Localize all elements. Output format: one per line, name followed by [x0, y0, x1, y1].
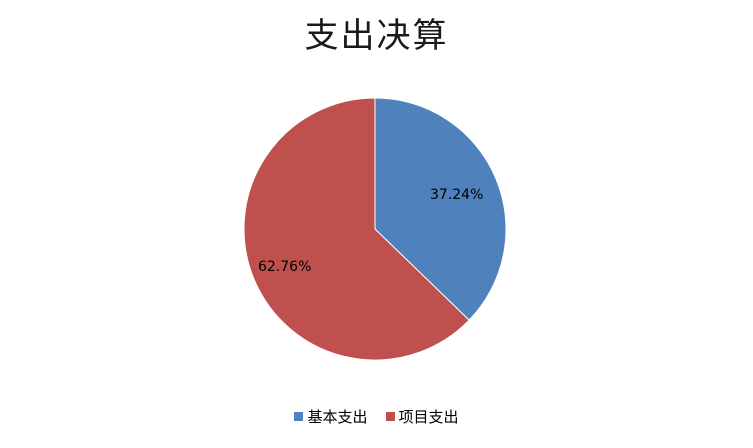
legend-item-basic: 基本支出: [294, 406, 368, 427]
legend: 基本支出 项目支出: [0, 406, 753, 427]
legend-swatch-basic: [294, 412, 304, 421]
pie-slice-0: [374, 97, 507, 321]
pie-slice-1: [243, 97, 470, 361]
data-label-1: 62.76%: [258, 259, 311, 275]
legend-label-basic: 基本支出: [307, 408, 368, 426]
chart-title: 支出决算: [304, 16, 449, 56]
legend-item-project: 项目支出: [385, 406, 459, 427]
legend-swatch-project: [385, 412, 395, 421]
data-label-0: 37.24%: [430, 187, 483, 203]
legend-label-project: 项目支出: [398, 408, 459, 426]
